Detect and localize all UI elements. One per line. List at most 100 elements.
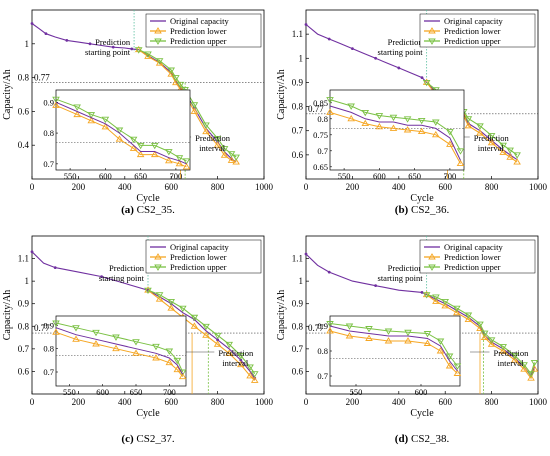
- data-point: [167, 70, 175, 77]
- data-point: [213, 141, 222, 148]
- inset-data-point: [431, 130, 440, 138]
- data-point: [44, 32, 48, 36]
- data-point: [232, 154, 240, 161]
- axes-box: [31, 9, 265, 180]
- data-point: [453, 305, 461, 313]
- inset-data-point: [345, 323, 354, 330]
- inset-data-point: [456, 148, 465, 155]
- inset-data-point: [52, 320, 60, 327]
- y-tick-label: 0.6: [18, 106, 30, 116]
- series-line-3: [426, 294, 536, 375]
- inset-data-point: [165, 348, 174, 355]
- inset-data-point: [52, 328, 60, 335]
- inset-data-point: [136, 142, 145, 150]
- data-point: [422, 292, 431, 299]
- inset-series-orig: [329, 105, 461, 161]
- legend-marker: [154, 38, 162, 45]
- data-point: [506, 153, 514, 160]
- data-point: [374, 56, 377, 60]
- inset-data-point: [384, 337, 393, 344]
- inset-data-point: [129, 144, 138, 151]
- threshold-label: 0.77: [308, 104, 324, 114]
- inset-data-point: [389, 124, 398, 131]
- inset-data-point: [361, 109, 370, 117]
- legend-marker: [154, 253, 162, 260]
- x-axis-label: Cycle: [410, 408, 434, 419]
- legend-label-1: Original capacity: [444, 16, 504, 26]
- inset-y-tick-label: 0.75: [313, 130, 328, 140]
- inset-series-upper: [55, 98, 187, 162]
- legend-label-2: Prediction lower: [444, 252, 501, 262]
- data-point: [88, 42, 92, 46]
- data-point: [511, 353, 519, 360]
- y-tick-label: 0.6: [18, 366, 30, 376]
- x-axis-label: Cycle: [136, 193, 160, 204]
- inset-data-point: [375, 122, 384, 130]
- data-point: [155, 292, 164, 299]
- x-tick-label: 200: [72, 182, 86, 192]
- data-point: [499, 347, 507, 354]
- x-tick-label: 0: [30, 182, 35, 192]
- chart-panel-4: 0 200 400 600 800 1000 0.6 0.7 0.8 0.9 1 1.1 0.77 Cyc…: [276, 235, 548, 445]
- inset-box: [329, 89, 465, 171]
- inset-data-point: [73, 110, 81, 118]
- legend-marker: [154, 27, 162, 34]
- x-tick-label: 600: [438, 397, 452, 407]
- y-tick-label: 0.8: [292, 102, 304, 112]
- data-point: [453, 308, 461, 316]
- inset-data-point: [182, 163, 191, 170]
- data-point: [487, 340, 496, 347]
- y-tick-label: 1.1: [18, 254, 29, 264]
- x-tick-label: 400: [392, 182, 406, 192]
- data-point: [202, 331, 210, 338]
- inset-data-point: [132, 339, 140, 346]
- data-point: [520, 362, 528, 369]
- data-point: [250, 371, 259, 378]
- inset-data-point: [152, 343, 160, 351]
- x-tick-label: 400: [118, 397, 132, 407]
- data-point: [202, 323, 210, 331]
- data-point: [144, 51, 152, 58]
- inset-data-point: [456, 159, 465, 167]
- x-tick-label: 800: [211, 397, 225, 407]
- inset-data-point: [423, 331, 432, 338]
- inset-x-tick-label: 650: [130, 387, 143, 397]
- annotation-start-line2: starting point: [99, 273, 145, 283]
- x-axis-label: Cycle: [410, 193, 434, 204]
- inset-y-tick-label: 0.7: [43, 159, 54, 169]
- inset-data-point: [52, 96, 60, 104]
- data-point: [167, 299, 175, 306]
- legend-label-1: Original capacity: [170, 242, 230, 252]
- x-tick-label: 0: [304, 397, 309, 407]
- inset-data-point: [365, 334, 373, 341]
- caption-letter: (d): [395, 433, 411, 445]
- data-point: [53, 266, 57, 269]
- inset-x-tick-label: 600: [99, 171, 112, 181]
- data-point: [351, 47, 354, 51]
- x-tick-label: 800: [485, 397, 499, 407]
- data-point: [65, 39, 69, 42]
- legend-marker: [428, 264, 436, 271]
- data-point: [327, 270, 331, 274]
- inset-y-tick-label: 0.7: [317, 146, 328, 156]
- data-point: [155, 59, 164, 66]
- inset-x-tick-label: 700: [444, 171, 457, 181]
- data-point: [397, 66, 401, 70]
- x-tick-label: 0: [30, 397, 35, 407]
- inset-y-tick-label: 0.8: [317, 114, 328, 124]
- data-point: [480, 333, 489, 341]
- data-point: [530, 359, 539, 367]
- legend-label-2: Prediction lower: [444, 26, 501, 36]
- inset-y-tick-label: 0.8: [43, 128, 54, 138]
- data-point: [420, 291, 424, 294]
- inset-chart: 550 600 0.7 0.8 0.9: [317, 315, 462, 397]
- inset-series-upper: [55, 322, 184, 373]
- inset-y-tick-label: 0.9: [317, 321, 328, 331]
- data-point: [155, 295, 164, 302]
- data-point: [476, 321, 484, 328]
- y-tick-label: 0.6: [292, 366, 304, 376]
- inset-data-point: [165, 149, 173, 156]
- inset-x-tick-label: 550: [338, 171, 351, 181]
